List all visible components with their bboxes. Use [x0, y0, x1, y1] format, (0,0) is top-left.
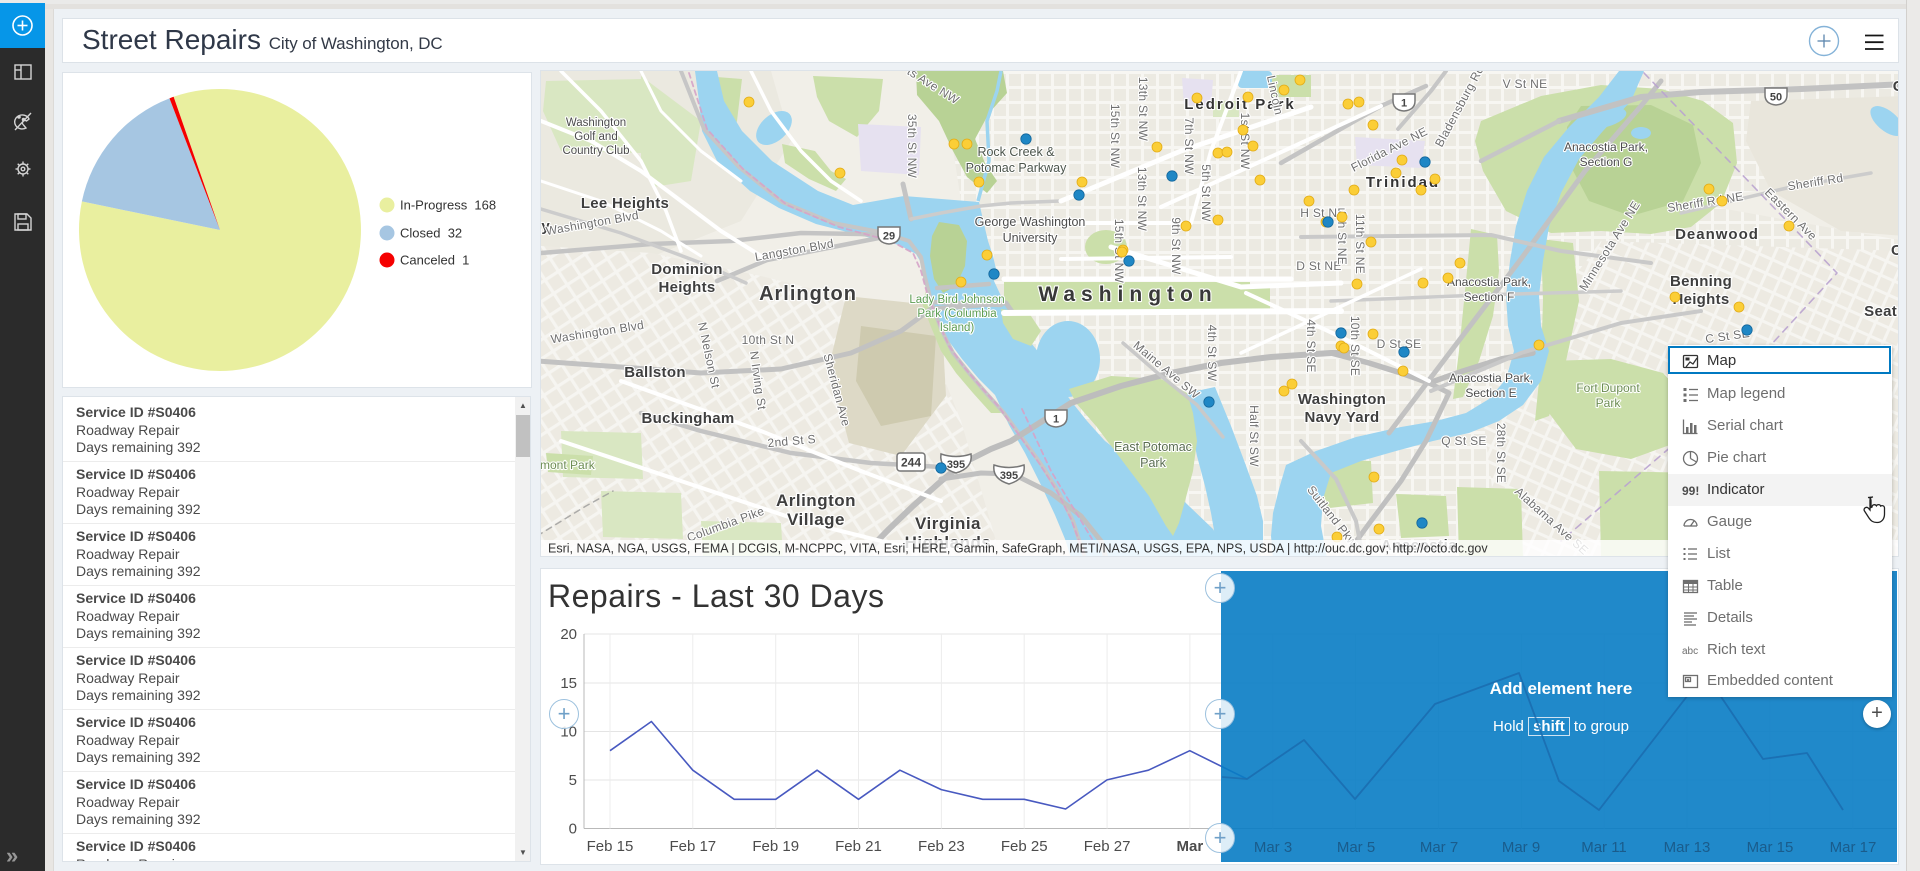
- svg-text:abc: abc: [1682, 646, 1698, 657]
- svg-text:Virginia: Virginia: [915, 514, 981, 533]
- svg-text:D St NE: D St NE: [1296, 259, 1341, 273]
- svg-text:Closed 32: Closed 32: [400, 226, 462, 241]
- svg-text:99!: 99!: [1682, 484, 1699, 498]
- svg-text:Trinidad: Trinidad: [1366, 174, 1440, 191]
- svg-text:13th St NW: 13th St NW: [1135, 167, 1149, 232]
- svg-text:7th St NW: 7th St NW: [1182, 117, 1196, 175]
- svg-text:10th St N: 10th St N: [742, 333, 795, 347]
- svg-text:Anacostia Park,: Anacostia Park,: [1449, 371, 1533, 385]
- svg-text:In-Progress 168: In-Progress 168: [400, 198, 496, 213]
- svg-text:D St SE: D St SE: [1377, 337, 1422, 351]
- svg-text:emont Park: emont Park: [541, 458, 596, 472]
- svg-text:Section F: Section F: [1464, 290, 1515, 304]
- svg-text:Rock Creek &: Rock Creek &: [977, 145, 1055, 159]
- svg-text:East Potomac: East Potomac: [1114, 440, 1192, 454]
- svg-text:35th St NW: 35th St NW: [905, 114, 919, 179]
- svg-text:2nd St S: 2nd St S: [767, 432, 816, 450]
- svg-text:10th St SE: 10th St SE: [1348, 316, 1362, 376]
- svg-text:Feb 19: Feb 19: [752, 838, 799, 855]
- svg-text:Feb 27: Feb 27: [1084, 838, 1131, 855]
- svg-text:Arlington: Arlington: [759, 283, 857, 305]
- svg-text:Arlington: Arlington: [776, 491, 856, 510]
- svg-text:4th St SW: 4th St SW: [1205, 325, 1219, 382]
- svg-text:Half St SW: Half St SW: [1247, 405, 1261, 467]
- svg-text:»: »: [6, 843, 18, 863]
- svg-text:Canceled 1: Canceled 1: [400, 253, 469, 268]
- svg-text:Washington: Washington: [1298, 391, 1386, 408]
- svg-text:Park (Columbia: Park (Columbia: [917, 308, 997, 320]
- svg-text:5: 5: [569, 772, 577, 789]
- svg-text:Deanwood: Deanwood: [1675, 226, 1759, 243]
- svg-text:V St NE: V St NE: [1503, 77, 1548, 91]
- svg-text:244: 244: [901, 456, 921, 470]
- svg-text:Ledroit Park: Ledroit Park: [1184, 96, 1296, 113]
- svg-text:Esri, NASA, NGA, USGS, FEMA |: Esri, NASA, NGA, USGS, FEMA | DCGIS, M-N…: [548, 542, 1488, 556]
- svg-text:Anacostia Park,: Anacostia Park,: [1447, 275, 1531, 289]
- svg-text:Village: Village: [787, 510, 845, 529]
- svg-text:11th St NE: 11th St NE: [1353, 214, 1367, 274]
- svg-text:Dominion: Dominion: [651, 261, 723, 278]
- svg-text:Country Club: Country Club: [562, 145, 629, 157]
- svg-text:28th St SE: 28th St SE: [1494, 423, 1508, 483]
- svg-text:1: 1: [1053, 414, 1059, 426]
- svg-text:Navy Yard: Navy Yard: [1305, 409, 1380, 426]
- svg-text:Q St SE: Q St SE: [1441, 434, 1486, 448]
- svg-text:Feb 15: Feb 15: [587, 838, 634, 855]
- svg-text:4th St SE: 4th St SE: [1304, 319, 1318, 372]
- svg-text:50: 50: [1770, 92, 1782, 104]
- svg-text:Ballston: Ballston: [624, 364, 686, 381]
- svg-text:Car: Car: [1891, 242, 1898, 259]
- svg-text:Island): Island): [940, 322, 975, 334]
- svg-text:Seat P: Seat P: [1864, 303, 1898, 320]
- svg-text:Lady Bird Johnson: Lady Bird Johnson: [909, 294, 1004, 306]
- svg-text:Buckingham: Buckingham: [641, 410, 734, 427]
- svg-text:Co: Co: [1893, 78, 1898, 95]
- svg-text:29: 29: [883, 231, 895, 243]
- svg-text:0: 0: [569, 821, 577, 838]
- svg-text:Washington: Washington: [1038, 283, 1217, 306]
- svg-text:Feb 23: Feb 23: [918, 838, 965, 855]
- svg-text:9th St NW: 9th St NW: [1169, 217, 1183, 275]
- svg-text:Feb 21: Feb 21: [835, 838, 882, 855]
- svg-text:1: 1: [1401, 98, 1407, 110]
- svg-text:15th St NW: 15th St NW: [1108, 104, 1122, 169]
- svg-text:395: 395: [947, 459, 965, 471]
- svg-text:13th St NW: 13th St NW: [1136, 77, 1150, 142]
- svg-text:C St SE: C St SE: [1704, 326, 1750, 346]
- svg-text:8th St NE: 8th St NE: [1335, 211, 1349, 265]
- svg-text:George Washington: George Washington: [975, 215, 1086, 229]
- svg-text:20: 20: [560, 626, 577, 643]
- svg-text:Feb 17: Feb 17: [669, 838, 716, 855]
- svg-text:5th St NW: 5th St NW: [1199, 164, 1213, 222]
- svg-text:Golf and: Golf and: [574, 131, 617, 143]
- svg-text:15: 15: [560, 675, 577, 692]
- svg-text:University: University: [1003, 231, 1059, 245]
- svg-text:Park: Park: [1596, 396, 1622, 410]
- svg-text:Section G: Section G: [1580, 155, 1633, 169]
- svg-text:Lee Heights: Lee Heights: [581, 195, 669, 212]
- svg-text:Heights: Heights: [1672, 291, 1729, 308]
- svg-text:Feb 25: Feb 25: [1001, 838, 1048, 855]
- svg-text:395: 395: [1000, 470, 1018, 482]
- svg-text:Anacostia Park,: Anacostia Park,: [1564, 140, 1648, 154]
- svg-text:Park: Park: [1140, 456, 1166, 470]
- svg-text:Fort Dupont: Fort Dupont: [1576, 381, 1640, 395]
- svg-text:ty: ty: [541, 218, 550, 235]
- svg-text:Potomac Parkway: Potomac Parkway: [966, 161, 1067, 175]
- svg-text:Benning: Benning: [1670, 273, 1732, 290]
- svg-text:H St NE: H St NE: [1300, 206, 1345, 220]
- svg-text:Mar: Mar: [1177, 838, 1204, 855]
- svg-text:1st St NW: 1st St NW: [1238, 113, 1252, 170]
- svg-text:Heights: Heights: [658, 279, 715, 296]
- svg-text:Section E: Section E: [1465, 386, 1516, 400]
- svg-text:Washington: Washington: [566, 117, 626, 129]
